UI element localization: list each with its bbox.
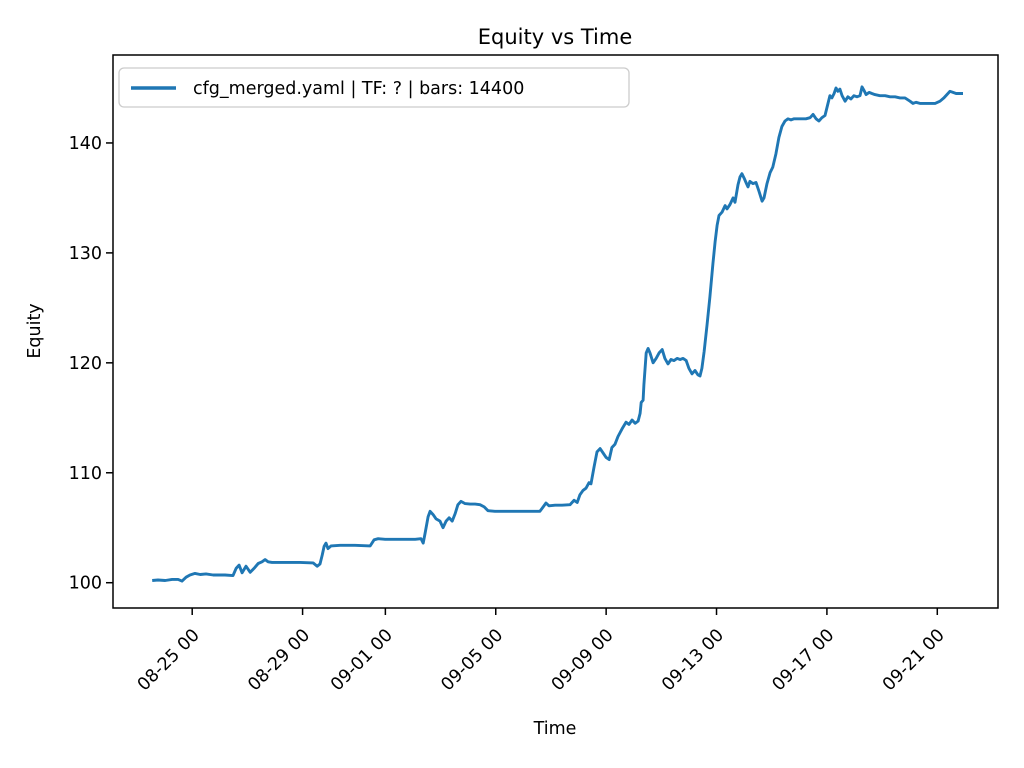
x-tick-label: 08-29 00 [244,625,314,695]
axes-spines [112,54,999,609]
legend-label: cfg_merged.yaml | TF: ? | bars: 14400 [193,79,524,99]
y-tick-label: 140 [69,134,102,154]
x-tick-label: 09-21 00 [879,625,949,695]
x-axis-label: Time [533,719,577,739]
x-tick-label: 09-13 00 [658,625,728,695]
y-tick-label: 130 [69,244,102,264]
x-tick-label: 09-01 00 [327,625,397,695]
y-tick-label: 110 [69,464,102,484]
equity-line [152,85,963,583]
x-tick-label: 08-25 00 [134,625,204,695]
y-axis-label: Equity [25,303,45,358]
x-tick-label: 09-09 00 [548,625,618,695]
y-tick-label: 120 [69,354,102,374]
chart-title: Equity vs Time [478,25,633,49]
x-tick-label: 09-05 00 [438,625,508,695]
legend-box [118,67,630,108]
axes-layer: 100 110 120 130 140 08-25 00 08-29 00 09-01 00 0… [69,54,999,695]
legend: cfg_merged.yaml | TF: ? | bars: 14400 [118,67,630,108]
y-tick-label: 100 [69,574,102,594]
x-tick-label: 09-17 00 [769,625,839,695]
